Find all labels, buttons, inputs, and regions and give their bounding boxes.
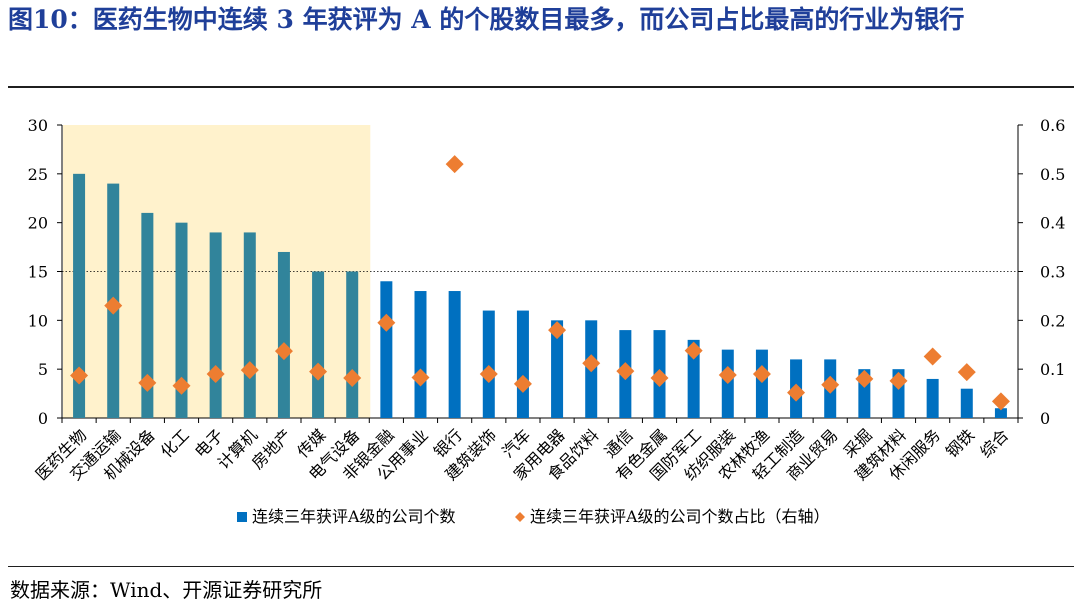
diamond-marker xyxy=(582,354,601,373)
bar xyxy=(755,349,768,418)
diamond-marker xyxy=(889,371,908,390)
bar xyxy=(551,320,564,418)
right-axis-tick-label: 0.6 xyxy=(1040,116,1065,135)
bar xyxy=(312,271,325,418)
diamond-marker xyxy=(138,373,157,392)
title-divider xyxy=(8,86,1074,88)
category-label: 综合 xyxy=(976,425,1012,461)
diamond-marker xyxy=(377,313,396,332)
diamond-marker xyxy=(411,368,430,387)
right-axis-tick-label: 0.4 xyxy=(1040,214,1065,233)
diamond-marker xyxy=(923,347,942,366)
diamond-marker xyxy=(479,365,498,384)
chart-title: 图10：医药生物中连续 3 年获评为 A 的个股数目最多，而公司占比最高的行业为… xyxy=(8,5,965,34)
bar xyxy=(141,212,154,418)
left-axis-tick-label: 0 xyxy=(38,409,48,428)
legend-bar-label: 连续三年获评A级的公司个数 xyxy=(252,507,456,526)
diamond-marker xyxy=(718,366,737,385)
category-labels: 医药生物交通运输机械设备化工电子计算机房地产传媒电气设备非银金融公用事业银行建筑… xyxy=(32,425,1013,484)
bar xyxy=(482,310,495,418)
bar xyxy=(414,291,427,418)
diamond-marker xyxy=(274,342,293,361)
category-label: 钢铁 xyxy=(942,425,978,461)
left-axis-tick-label: 15 xyxy=(28,263,48,282)
left-axis-tick-label: 30 xyxy=(28,116,48,135)
diamond-marker xyxy=(206,365,225,384)
left-axis-tick-label: 5 xyxy=(38,360,48,379)
diamond-marker xyxy=(309,362,328,381)
left-axis-tick-label: 20 xyxy=(28,214,48,233)
right-axis-tick-label: 0.3 xyxy=(1040,263,1065,282)
diamond-marker xyxy=(172,376,191,395)
bar xyxy=(277,251,290,418)
bar xyxy=(687,339,700,418)
right-axis-tick-label: 0.2 xyxy=(1040,311,1065,330)
bar xyxy=(346,271,359,418)
diamond-marker xyxy=(752,365,771,384)
combo-chart: 0 5 10 15 20 25 30 0 0.1 0.2 0.3 0.4 0.5 0.6 医药生物交通运输… xyxy=(28,116,1066,526)
right-axis-tick-label: 0 xyxy=(1040,409,1050,428)
diamond-marker xyxy=(650,368,669,387)
right-axis-tick-label: 0.5 xyxy=(1040,165,1065,184)
diamond-marker xyxy=(548,321,567,340)
diamond-marker xyxy=(343,368,362,387)
diamond-marker xyxy=(240,361,259,380)
bar xyxy=(448,291,461,418)
diamond-marker xyxy=(821,375,840,394)
bar xyxy=(73,173,86,418)
source-divider xyxy=(8,566,1074,567)
bar xyxy=(243,232,256,418)
legend-diamond-swatch xyxy=(515,512,525,522)
right-axis-tick-label: 0.1 xyxy=(1040,360,1065,379)
diamond-marker xyxy=(445,155,464,174)
diamond-marker xyxy=(104,296,123,315)
bar xyxy=(926,378,939,418)
bar xyxy=(516,310,529,418)
left-axis-tick-label: 10 xyxy=(28,311,48,330)
diamond-marker xyxy=(855,369,874,388)
category-label: 化工 xyxy=(157,425,193,461)
bar xyxy=(209,232,222,418)
bar xyxy=(994,408,1007,418)
left-axis-tick-label: 25 xyxy=(28,165,48,184)
diamond-marker xyxy=(787,383,806,402)
diamond-marker xyxy=(616,362,635,381)
legend: 连续三年获评A级的公司个数 连续三年获评A级的公司个数占比（右轴） xyxy=(237,507,830,526)
marker-series xyxy=(70,155,1010,411)
bar xyxy=(960,388,973,418)
legend-marker-label: 连续三年获评A级的公司个数占比（右轴） xyxy=(530,507,830,526)
legend-bar-swatch xyxy=(237,512,247,522)
diamond-marker xyxy=(957,363,976,382)
diamond-marker xyxy=(513,374,532,393)
diamond-marker xyxy=(991,392,1010,411)
bar xyxy=(380,281,393,418)
diamond-marker xyxy=(684,341,703,360)
source-note: 数据来源：Wind、开源证券研究所 xyxy=(10,578,323,602)
diamond-marker xyxy=(70,366,89,385)
category-label: 房地产 xyxy=(248,425,295,472)
bar xyxy=(175,222,188,418)
